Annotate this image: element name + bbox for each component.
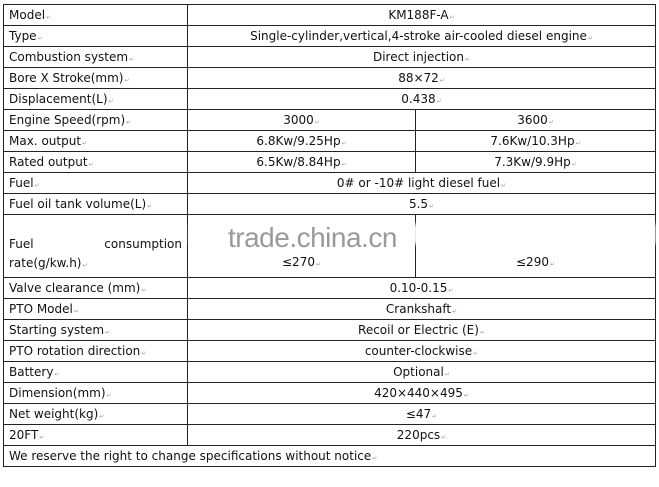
spec-row: Rated output 6.5Kw/8.84Hp 7.3Kw/9.9Hp — [3, 151, 656, 173]
spec-label: Combustion system — [9, 50, 134, 64]
spec-row: 20FT 220pcs — [3, 424, 656, 446]
spec-row: Dimension(mm) 420×440×495 — [3, 382, 656, 404]
spec-label: Type — [9, 29, 43, 43]
spec-value: KM188F-A — [388, 8, 454, 22]
spec-value: 88×72 — [398, 71, 445, 85]
spec-label: Battery — [9, 365, 59, 379]
spec-row: Valve clearance (mm) 0.10-0.15 — [3, 277, 656, 299]
spec-label: Valve clearance (mm) — [9, 281, 146, 295]
spec-value: Direct injection — [373, 50, 470, 64]
footer-row: We reserve the right to change specifica… — [3, 445, 656, 467]
spec-value: Optional — [393, 365, 450, 379]
spec-value-3600: ≤290 — [516, 255, 555, 269]
spec-row: PTO rotation direction counter-clockwise — [3, 340, 656, 362]
watermark-blur — [190, 224, 656, 244]
spec-table: Model KM188F-A Type Single-cylinder,vertica… — [3, 4, 656, 467]
spec-label: Net weight(kg) — [9, 407, 104, 421]
spec-label: Fuel — [9, 176, 40, 190]
spec-value: 5.5 — [409, 197, 434, 211]
spec-row: Displacement(L) 0.438 — [3, 88, 656, 110]
label-part: Fuel — [9, 237, 34, 251]
spec-label: Displacement(L) — [9, 92, 114, 106]
spec-label: Fuel oil tank volume(L) — [9, 197, 152, 211]
spec-label: Dimension(mm) — [9, 386, 112, 400]
spec-value-3000: 6.5Kw/8.84Hp — [256, 155, 346, 169]
spec-row: Max. output 6.8Kw/9.25Hp 7.6Kw/10.3Hp — [3, 130, 656, 152]
spec-value: counter-clockwise — [365, 344, 478, 358]
spec-label: Engine Speed(rpm) — [9, 113, 131, 127]
footer-note: We reserve the right to change specifica… — [9, 449, 377, 463]
spec-row: PTO Model Crankshaft — [3, 298, 656, 320]
spec-row: Battery Optional — [3, 361, 656, 383]
spec-value: Single-cylinder,vertical,4-stroke air-co… — [250, 29, 593, 43]
spec-value-3000: 6.8Kw/9.25Hp — [256, 134, 346, 148]
spec-value-3600: 7.3Kw/9.9Hp — [494, 155, 577, 169]
spec-value: 0# or -10# light diesel fuel — [337, 176, 506, 190]
spec-label: Fuel consumption rate(g/kw.h) — [3, 214, 188, 278]
spec-label: 20FT — [9, 428, 44, 442]
spec-value: ≤47 — [406, 407, 437, 421]
spec-row: Bore X Stroke(mm) 88×72 — [3, 67, 656, 89]
spec-label: Max. output — [9, 134, 87, 148]
spec-value: Crankshaft — [386, 302, 457, 316]
spec-row: Fuel 0# or -10# light diesel fuel — [3, 172, 656, 194]
spec-row: Engine Speed(rpm) 3000 3600 — [3, 109, 656, 131]
watermark: trade.china.cn — [228, 222, 397, 253]
spec-label: Rated output — [9, 155, 94, 169]
spec-value-3000: 3000 — [283, 113, 320, 127]
spec-row: Combustion system Direct injection — [3, 46, 656, 68]
spec-value-3600: 3600 — [517, 113, 554, 127]
spec-label: PTO Model — [9, 302, 79, 316]
spec-value: 0.438 — [401, 92, 441, 106]
spec-row: Net weight(kg) ≤47 — [3, 403, 656, 425]
spec-value-3600: 7.6Kw/10.3Hp — [490, 134, 580, 148]
label-part: consumption — [104, 237, 182, 251]
spec-row: Type Single-cylinder,vertical,4-stroke ai… — [3, 25, 656, 47]
spec-row: Fuel consumption rate(g/kw.h) ≤270 ≤290 — [3, 214, 656, 278]
label-part: rate(g/kw.h) — [9, 256, 88, 270]
spec-value: 220pcs — [397, 428, 446, 442]
spec-row: Starting system Recoil or Electric (E) — [3, 319, 656, 341]
spec-row: Model KM188F-A — [3, 4, 656, 26]
spec-row: Fuel oil tank volume(L) 5.5 — [3, 193, 656, 215]
spec-label: PTO rotation direction — [9, 344, 146, 358]
spec-value: Recoil or Electric (E) — [358, 323, 485, 337]
spec-label: Bore X Stroke(mm) — [9, 71, 130, 85]
spec-value: 420×440×495 — [374, 386, 469, 400]
spec-label: Model — [9, 8, 51, 22]
spec-value-3000: ≤270 — [282, 255, 321, 269]
spec-value: 0.10-0.15 — [390, 281, 454, 295]
spec-label: Starting system — [9, 323, 110, 337]
